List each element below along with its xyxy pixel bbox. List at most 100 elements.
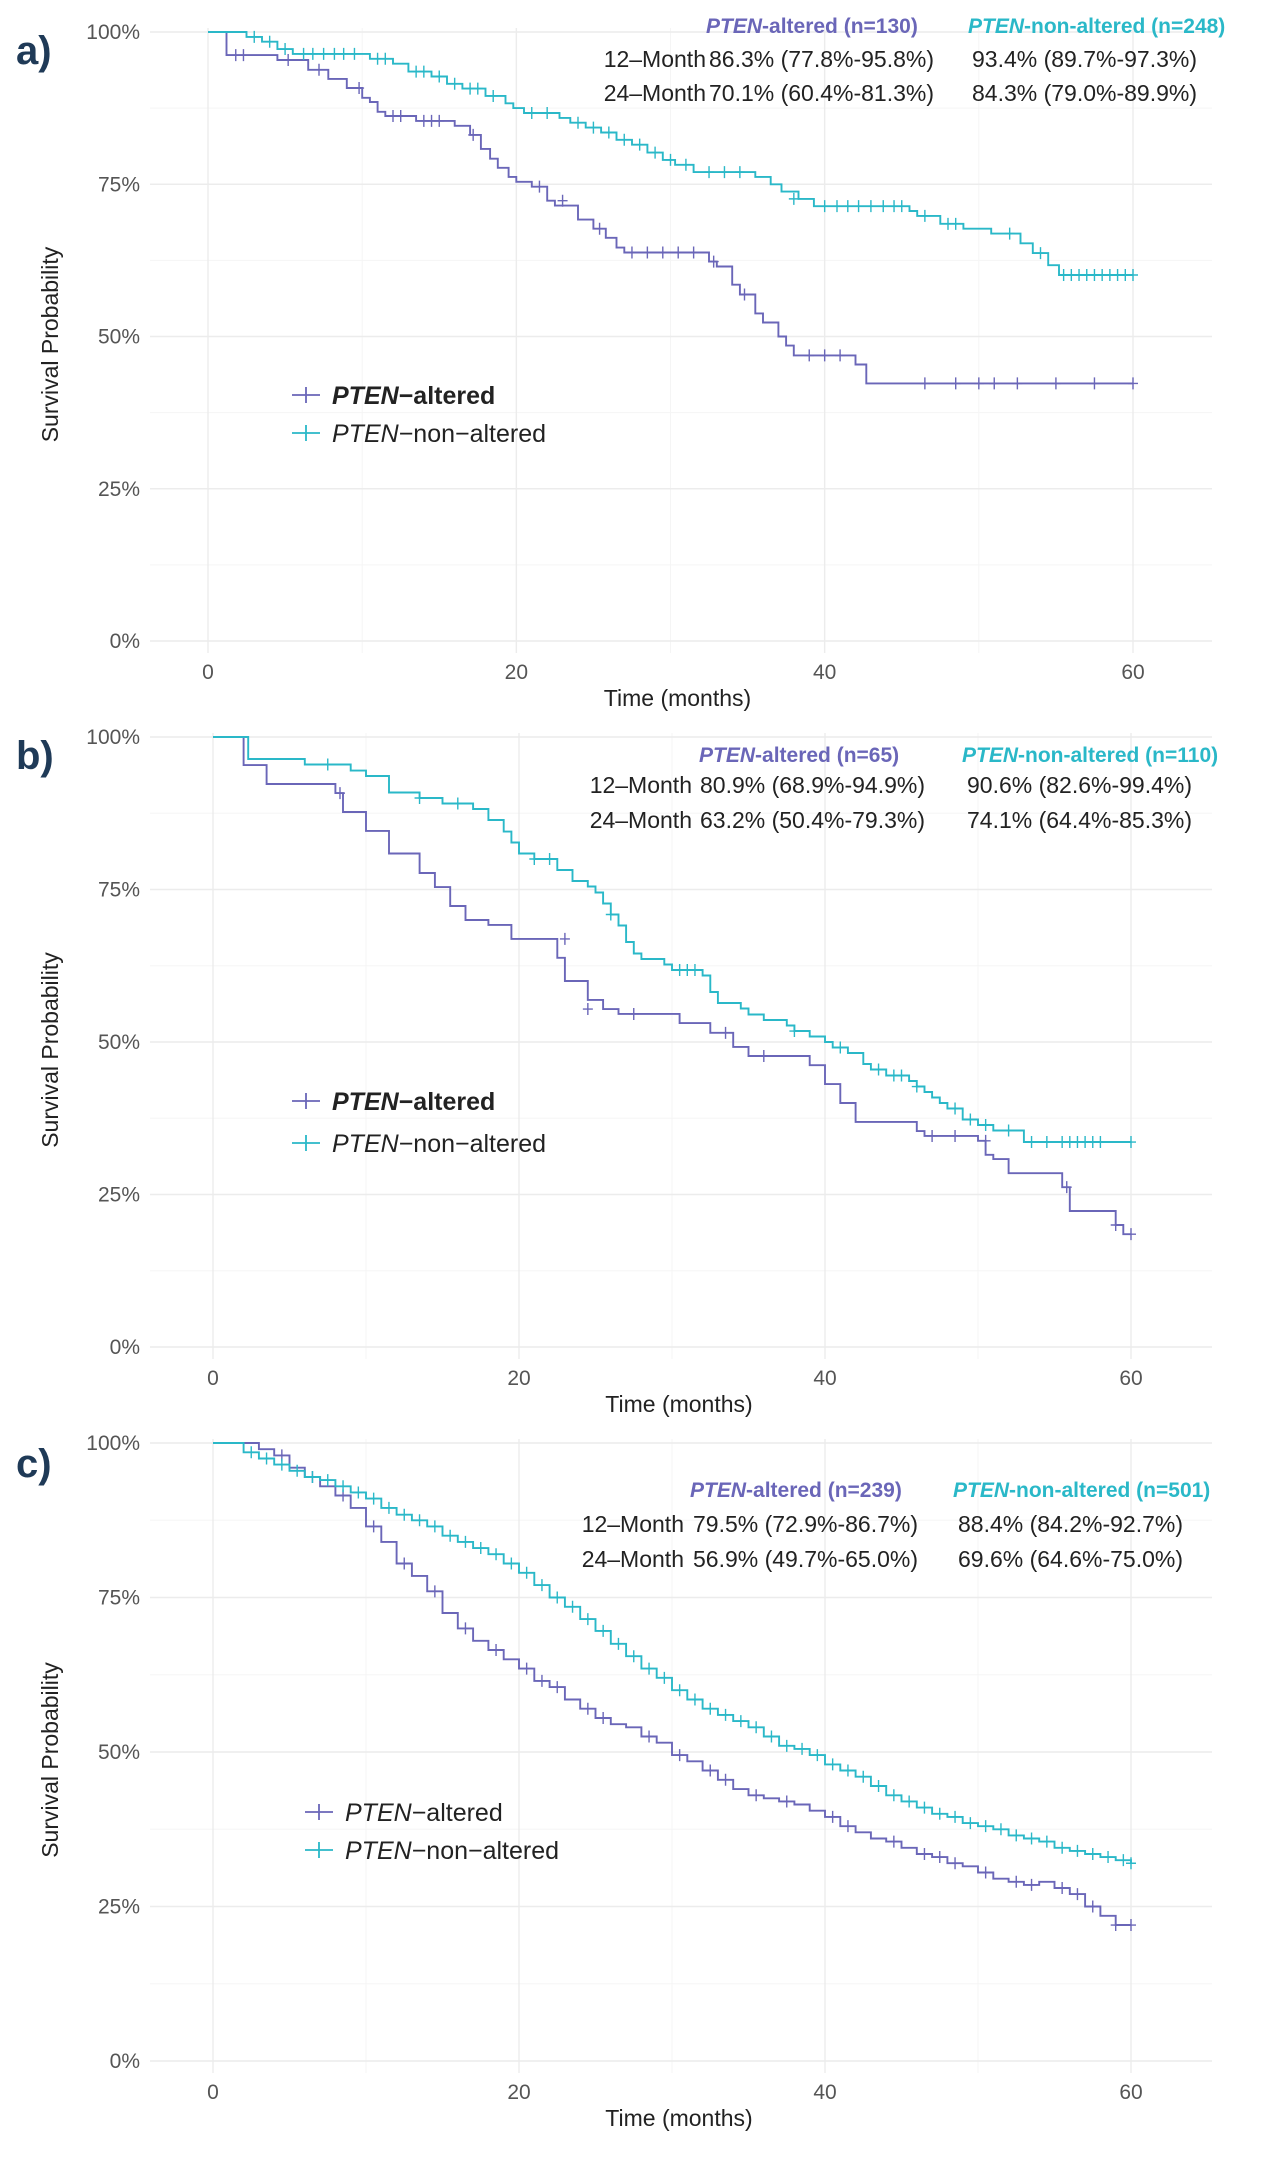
panel-label: a) — [16, 29, 52, 73]
censor-mark — [1072, 1888, 1083, 1901]
censor-mark — [842, 200, 853, 213]
censor-mark — [380, 52, 391, 65]
legend-key-altered — [305, 1804, 333, 1820]
censor-mark — [674, 1684, 685, 1697]
censor-mark — [689, 1693, 700, 1706]
censor-mark — [536, 1674, 547, 1687]
censor-mark — [264, 35, 275, 48]
censor-mark — [322, 758, 333, 771]
censor-mark — [911, 1080, 922, 1093]
censor-mark — [842, 1764, 853, 1777]
censor-mark — [819, 349, 830, 362]
stats-value-non-altered: 74.1% (64.4%-85.3%) — [967, 807, 1192, 833]
stats-value-non-altered: 84.3% (79.0%-89.9%) — [972, 80, 1197, 106]
censor-mark — [338, 1480, 349, 1493]
grid — [150, 733, 1212, 1359]
censor-mark — [950, 1857, 961, 1870]
censor-mark — [965, 1113, 976, 1126]
x-tick-label: 20 — [507, 1367, 530, 1390]
legend-key-altered — [292, 1093, 320, 1109]
censor-mark — [429, 1520, 440, 1533]
censor-mark — [434, 114, 445, 127]
censor-mark — [1126, 1857, 1136, 1870]
censor-mark — [280, 43, 291, 56]
censor-mark — [552, 1591, 563, 1604]
censor-mark — [472, 82, 483, 95]
censor-mark — [708, 255, 719, 268]
x-tick-label: 0 — [207, 2081, 219, 2104]
censor-mark — [536, 1579, 547, 1592]
censor-mark — [980, 1134, 991, 1147]
censor-mark — [1057, 1841, 1068, 1854]
legend-label-altered: PTEN−altered — [332, 382, 495, 410]
censor-mark — [628, 1650, 639, 1663]
censor-mark — [582, 1613, 593, 1626]
y-tick-label: 25% — [98, 1896, 140, 1919]
stats-row-label: 12–Month — [604, 46, 706, 72]
censor-mark — [1011, 1875, 1022, 1888]
censor-mark — [544, 853, 555, 865]
censor-mark — [567, 1600, 578, 1613]
censor-mark — [674, 1749, 685, 1762]
legend: PTEN−altered PTEN−non−altered — [305, 1799, 559, 1865]
censor-mark — [812, 1749, 823, 1762]
censor-mark — [919, 209, 930, 222]
censor-mark — [1057, 1881, 1068, 1894]
x-tick-label: 40 — [813, 1367, 836, 1390]
stats-value-altered: 56.9% (49.7%-65.0%) — [693, 1546, 918, 1572]
series-non_altered — [213, 736, 1136, 1149]
censor-mark — [704, 166, 715, 179]
censor-mark — [238, 49, 249, 62]
censor-mark — [1061, 1181, 1072, 1194]
censor-mark — [468, 128, 479, 141]
censor-mark — [735, 1715, 746, 1728]
censor-mark — [1041, 1136, 1052, 1149]
censor-mark — [1087, 1900, 1098, 1913]
censor-mark — [720, 1773, 731, 1786]
censor-mark — [594, 222, 605, 235]
censor-mark — [452, 797, 463, 810]
stats-value-non-altered: 93.4% (89.7%-97.3%) — [972, 46, 1197, 72]
stats-row-label: 12–Month — [582, 1511, 684, 1537]
censor-mark — [650, 146, 661, 159]
censor-mark — [557, 194, 568, 207]
y-tick-label: 0% — [110, 2050, 140, 2073]
censor-mark — [521, 1662, 532, 1675]
censor-mark — [1126, 1919, 1136, 1932]
survival-curve-altered — [213, 736, 1131, 1236]
censor-mark — [1128, 268, 1138, 281]
censor-mark — [788, 192, 799, 205]
censor-mark — [927, 1129, 938, 1142]
legend-label-non_altered: PTEN−non−altered — [345, 1837, 559, 1865]
censor-mark — [797, 1742, 808, 1755]
censor-mark — [322, 1474, 333, 1487]
stats-header-altered: PTEN-altered (n=239) — [690, 1479, 902, 1502]
stats-row-label: 24–Month — [604, 80, 706, 106]
grid — [150, 1439, 1212, 2073]
stats-header-non-altered: PTEN-non-altered (n=110) — [962, 744, 1218, 767]
series-non_altered — [208, 30, 1138, 281]
legend-key-altered — [292, 387, 320, 403]
y-tick-label: 0% — [110, 1336, 140, 1359]
censor-mark — [368, 1492, 379, 1505]
stats-row-label: 24–Month — [590, 807, 692, 833]
censor-mark — [973, 377, 984, 390]
censor-mark — [603, 126, 614, 139]
censor-mark — [878, 200, 889, 213]
censor-mark — [383, 1501, 394, 1514]
stats-value-altered: 79.5% (72.9%-86.7%) — [693, 1511, 918, 1537]
censor-mark — [1110, 1919, 1121, 1932]
censor-mark — [758, 1050, 769, 1063]
censor-mark — [1126, 1228, 1136, 1241]
stats-value-non-altered: 90.6% (82.6%-99.4%) — [967, 772, 1192, 798]
censor-mark — [619, 133, 630, 146]
censor-mark — [904, 1795, 915, 1808]
censor-mark — [781, 1739, 792, 1752]
censor-mark — [804, 349, 815, 362]
stats-value-non-altered: 69.6% (64.6%-75.0%) — [958, 1546, 1183, 1572]
censor-mark — [1072, 1844, 1083, 1857]
stats-header-altered: PTEN-altered (n=130) — [706, 15, 918, 38]
stats-value-altered: 86.3% (77.8%-95.8%) — [709, 46, 934, 72]
censor-mark — [734, 166, 745, 179]
